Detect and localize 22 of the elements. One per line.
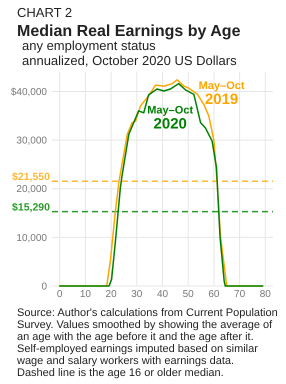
x-tick-label: 40 [156, 289, 168, 300]
ref-line-label: $15,290 [12, 202, 50, 214]
x-tick-label: 80 [260, 289, 272, 300]
ref-line-label: $21,550 [12, 171, 50, 184]
x-tick-label: 50 [182, 289, 194, 300]
x-tick-label: 20 [106, 289, 118, 300]
x-tick-label: 70 [234, 289, 246, 300]
y-tick-label: 0 [41, 282, 48, 292]
y-tick-label: $40,000 [10, 86, 48, 98]
x-tick-label: 0 [56, 289, 63, 300]
y-tick-label: 30,000 [16, 136, 48, 147]
series-label: May–Oct 2019 [198, 80, 245, 108]
chart-subtitle: any employment status annualized, October 2020 US Dollars [22, 38, 238, 68]
caption: CHART 2 [17, 5, 72, 20]
x-tick-label: 60 [208, 289, 220, 300]
x-tick-label: 10 [80, 289, 92, 300]
x-tick-label: 30 [131, 289, 143, 300]
y-tick-label: 20,000 [16, 184, 48, 196]
chart-title: Median Real Earnings by Age [17, 23, 241, 40]
y-tick-label: 10,000 [16, 232, 48, 244]
source-note: Source: Author's calculations from Current Population Survey. Values smoothed by showing the average of an age with the age before it and the age after it. Self-employed earnings imputed based on similar wage and salary workers with earnings data. Dashed line is the age 16 or older median. [16, 307, 278, 379]
series-label: May–Oct 2020 [147, 104, 194, 132]
